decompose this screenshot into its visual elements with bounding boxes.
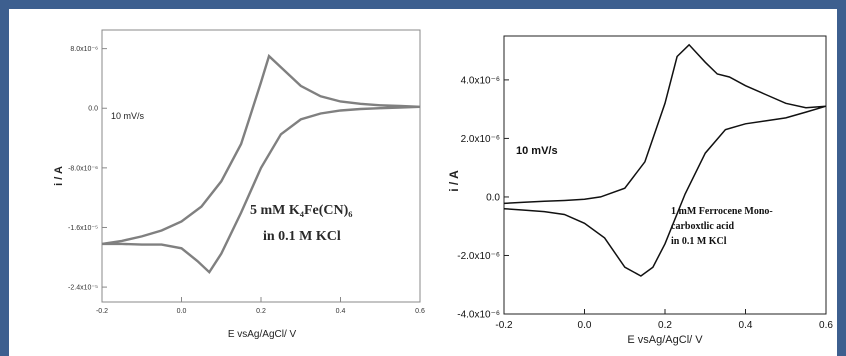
left-x-axis-label: E vsAg/AgCl/ V [228, 329, 297, 340]
left-y-tick-label: 0.0 [88, 106, 98, 113]
left-y-tick-label: -8.0x10⁻⁶ [68, 165, 98, 172]
left-y-axis-label: i / A [53, 166, 65, 186]
left-cv-curve [101, 53, 421, 275]
left-x-tick-label: 0.0 [177, 308, 187, 315]
left-ticks: -0.2 0.0 0.2 0.4 0.6 8.0x10⁻⁶ 0.0 -8.0x10⁻⁶ -1.6… [68, 46, 425, 315]
left-annotation-species: 5 mM K₄Fe(CN)₆ [250, 203, 352, 218]
right-chart: -0.2 0.0 0.2 0.4 0.6 4.0x10⁻⁶ 2.0x10⁻⁶ 0.0 -2.0x… [447, 35, 833, 346]
right-x-tick-label: 0.2 [658, 320, 672, 331]
right-plot-area [503, 35, 827, 315]
right-ticks: -0.2 0.0 0.2 0.4 0.6 4.0x10⁻⁶ 2.0x10⁻⁶ 0.0 -2.0x… [457, 75, 833, 331]
left-x-tick-label: -0.2 [96, 308, 108, 315]
right-y-tick-label: -4.0x10⁻⁶ [457, 310, 500, 321]
right-annotation-species-line2: carboxtlic acid [671, 221, 734, 232]
left-x-tick-label: 0.4 [336, 308, 346, 315]
left-y-tick-label: -1.6x10⁻⁵ [68, 225, 98, 232]
right-x-tick-label: 0.4 [739, 320, 753, 331]
left-x-tick-label: 0.6 [415, 308, 425, 315]
right-annotation-electrolyte: in 0.1 M KCl [671, 236, 727, 247]
right-x-axis-label: E vsAg/AgCl/ V [627, 334, 703, 346]
right-annotation-scan-rate: 10 mV/s [516, 145, 558, 157]
right-y-tick-label: 2.0x10⁻⁶ [461, 134, 500, 145]
right-y-tick-label: -2.0x10⁻⁶ [457, 251, 500, 262]
left-x-tick-label: 0.2 [256, 308, 266, 315]
left-annotation-scan-rate: 10 mV/s [111, 111, 145, 121]
right-annotation-species-line1: 1 mM Ferrocene Mono- [671, 206, 773, 217]
right-x-tick-label: 0.6 [819, 320, 833, 331]
right-y-axis-label: i / A [447, 170, 461, 192]
right-x-tick-label: 0.0 [578, 320, 592, 331]
right-cv-curve [503, 43, 827, 277]
left-y-tick-label: -2.4x10⁻⁵ [68, 285, 98, 292]
left-y-tick-label: 8.0x10⁻⁶ [70, 46, 98, 53]
right-x-tick-label: -0.2 [495, 320, 513, 331]
right-y-tick-label: 0.0 [486, 192, 500, 203]
left-annotation-electrolyte: in 0.1 M KCl [263, 229, 341, 244]
right-y-tick-label: 4.0x10⁻⁶ [461, 75, 500, 86]
left-chart: -0.2 0.0 0.2 0.4 0.6 8.0x10⁻⁶ 0.0 -8.0x10⁻⁶ -1.6… [38, 20, 425, 340]
